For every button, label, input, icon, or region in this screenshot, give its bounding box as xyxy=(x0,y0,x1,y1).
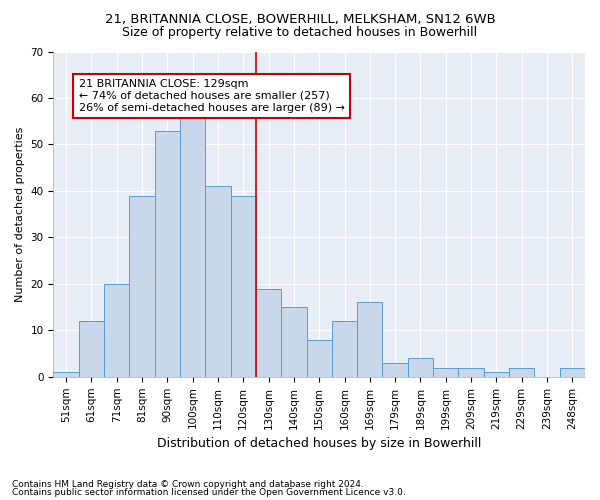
Bar xyxy=(433,368,458,377)
Bar xyxy=(256,288,281,377)
Bar xyxy=(79,321,104,377)
Bar xyxy=(155,130,180,377)
Bar xyxy=(560,368,585,377)
X-axis label: Distribution of detached houses by size in Bowerhill: Distribution of detached houses by size … xyxy=(157,437,481,450)
Bar xyxy=(53,372,79,377)
Text: 21, BRITANNIA CLOSE, BOWERHILL, MELKSHAM, SN12 6WB: 21, BRITANNIA CLOSE, BOWERHILL, MELKSHAM… xyxy=(104,12,496,26)
Bar xyxy=(382,363,408,377)
Bar xyxy=(332,321,357,377)
Bar xyxy=(180,112,205,377)
Bar xyxy=(104,284,130,377)
Bar xyxy=(458,368,484,377)
Text: Size of property relative to detached houses in Bowerhill: Size of property relative to detached ho… xyxy=(122,26,478,39)
Bar xyxy=(408,358,433,377)
Text: 21 BRITANNIA CLOSE: 129sqm
← 74% of detached houses are smaller (257)
26% of sem: 21 BRITANNIA CLOSE: 129sqm ← 74% of deta… xyxy=(79,80,345,112)
Bar xyxy=(205,186,230,377)
Bar xyxy=(230,196,256,377)
Bar xyxy=(130,196,155,377)
Bar xyxy=(281,307,307,377)
Text: Contains HM Land Registry data © Crown copyright and database right 2024.: Contains HM Land Registry data © Crown c… xyxy=(12,480,364,489)
Bar xyxy=(357,302,382,377)
Text: Contains public sector information licensed under the Open Government Licence v3: Contains public sector information licen… xyxy=(12,488,406,497)
Bar xyxy=(484,372,509,377)
Bar xyxy=(509,368,535,377)
Y-axis label: Number of detached properties: Number of detached properties xyxy=(15,126,25,302)
Bar xyxy=(307,340,332,377)
